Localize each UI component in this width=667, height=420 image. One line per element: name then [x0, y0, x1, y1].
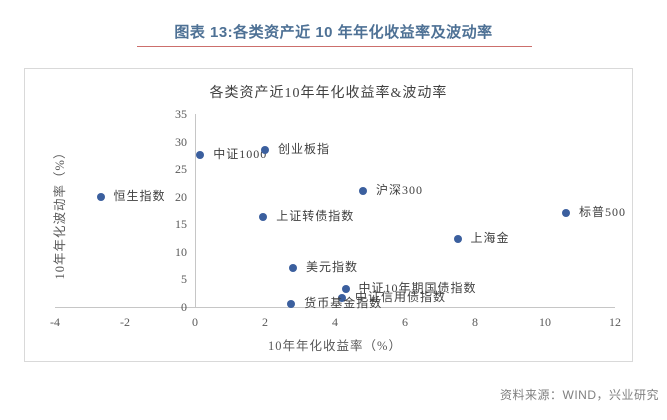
x-tick-label: 12 [609, 315, 621, 329]
scatter-point [261, 145, 269, 154]
y-tick-label: 30 [175, 134, 187, 149]
point-label: 上海金 [470, 231, 510, 246]
scatter-point [96, 192, 105, 201]
y-tick-label: 35 [175, 107, 187, 121]
y-tick-label: 5 [181, 272, 187, 287]
x-tick-label: -2 [120, 315, 130, 329]
x-tick-label: 2 [262, 315, 268, 329]
point-label: 创业板指 [278, 141, 331, 156]
x-tick-label: 10 [539, 315, 551, 329]
point-label: 中证10年期国债指数 [358, 281, 477, 296]
title-underline [137, 46, 532, 47]
scatter-point [289, 264, 297, 273]
scatter-point [259, 213, 268, 222]
point-label: 货币基金指数 [304, 296, 383, 311]
y-tick-label: 15 [175, 217, 187, 232]
point-label: 中证1000 [213, 147, 268, 162]
point-label: 恒生指数 [113, 188, 166, 203]
point-label: 标普500 [579, 205, 627, 220]
scatter-point [287, 300, 296, 309]
y-axis-label: 10年年化波动率（%） [53, 145, 67, 280]
x-tick-label: 4 [332, 315, 338, 329]
y-tick-label: 0 [181, 300, 187, 314]
x-tick-label: -4 [50, 315, 60, 329]
point-label: 沪深300 [376, 183, 424, 198]
y-tick-label: 20 [175, 189, 187, 204]
y-axis-line [195, 114, 196, 307]
scatter-point [562, 209, 570, 218]
x-axis-label: 10年年化收益率（%） [268, 339, 402, 353]
point-label: 美元指数 [306, 260, 359, 275]
scatter-point [359, 187, 367, 196]
x-tick-label: 0 [192, 315, 198, 329]
chart-panel: 各类资产近10年年化收益率&波动率 -4 -2 0 2 4 6 8 10 12 0 5 10 15 20 2… [24, 68, 633, 362]
chart-title: 各类资产近10年年化收益率&波动率 [209, 86, 448, 101]
x-axis-line [55, 307, 615, 308]
y-tick-label: 10 [175, 244, 187, 259]
x-tick-label: 8 [472, 315, 478, 329]
scatter-point [453, 235, 462, 244]
point-label: 上证转债指数 [276, 209, 355, 224]
scatter-point [341, 285, 350, 294]
source-note: 资料来源：WIND，兴业研究 [500, 388, 659, 402]
plot-area: -4 -2 0 2 4 6 8 10 12 0 5 10 15 20 25 30 35 中证1000 创业板指恒生指… [25, 69, 632, 361]
figure-caption: 图表 13:各类资产近 10 年年化收益率及波动率 [174, 24, 493, 41]
y-tick-label: 25 [175, 162, 187, 177]
point-label: 中证信用债指数 [355, 290, 447, 305]
scatter-point [196, 151, 205, 160]
x-tick-label: 6 [402, 315, 408, 329]
scatter-point [338, 294, 346, 303]
